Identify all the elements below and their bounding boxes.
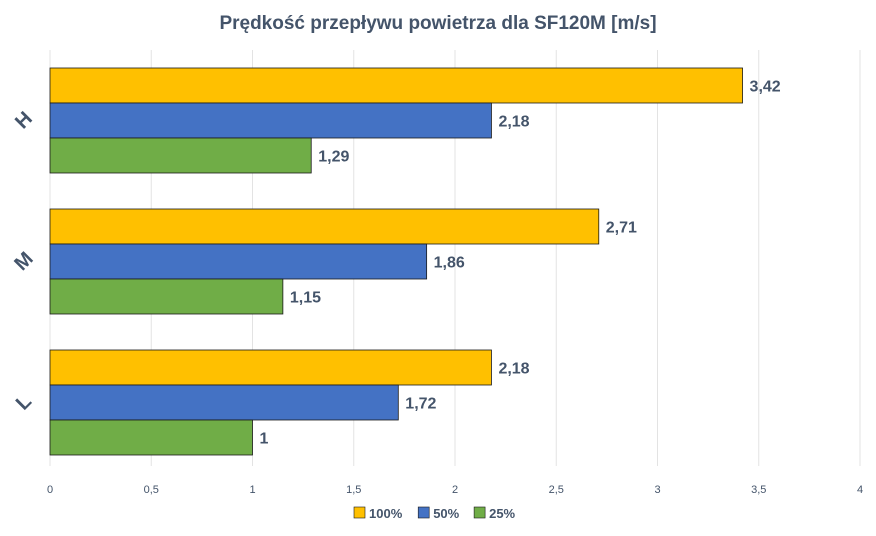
bar-l-25pct xyxy=(49,419,253,456)
legend-label: 50% xyxy=(433,506,459,521)
x-tick-label: 3,5 xyxy=(751,484,766,496)
legend-swatch xyxy=(353,506,366,519)
bar-h-100pct xyxy=(49,67,743,104)
category-label-h: H xyxy=(11,108,37,134)
chart-title: Prędkość przepływu powietrza dla SF120M … xyxy=(219,13,656,34)
x-tick-label: 2,5 xyxy=(549,484,564,496)
bar-l-100pct xyxy=(49,349,492,386)
data-label: 1,86 xyxy=(434,255,465,272)
legend-swatch xyxy=(473,506,486,519)
legend-label: 100% xyxy=(369,506,403,521)
bar-l-50pct xyxy=(49,384,399,421)
bar-h-25pct xyxy=(49,137,312,174)
x-axis-ticks: 0 0,5 1 1,5 2 2,5 3 3,5 4 xyxy=(47,484,863,496)
legend-item: 50% xyxy=(417,506,460,521)
x-tick-label: 2 xyxy=(452,484,458,496)
data-labels: 3,42 2,18 1,29 2,71 1,86 1,15 2,18 1,72 1 xyxy=(260,79,781,448)
data-label: 2,71 xyxy=(606,220,637,237)
legend-item: 25% xyxy=(473,506,516,521)
bar-h-50pct xyxy=(49,102,492,139)
x-tick-label: 3 xyxy=(654,484,660,496)
data-label: 3,42 xyxy=(750,79,781,96)
x-tick-label: 1 xyxy=(249,484,255,496)
data-label: 1,15 xyxy=(290,290,321,307)
legend: 100% 50% 25% xyxy=(353,506,516,521)
bar-m-25pct xyxy=(49,278,284,315)
legend-swatch xyxy=(417,506,430,519)
data-label: 1 xyxy=(260,431,269,448)
category-label-m: M xyxy=(10,248,37,275)
bars xyxy=(49,67,743,456)
data-label: 1,29 xyxy=(318,149,349,166)
legend-label: 25% xyxy=(489,506,515,521)
legend-item: 100% xyxy=(353,506,403,521)
category-label-l: L xyxy=(12,390,36,414)
bar-m-100pct xyxy=(49,208,600,245)
y-axis-categories: H M L xyxy=(10,108,37,415)
x-tick-label: 4 xyxy=(857,484,863,496)
bar-m-50pct xyxy=(49,243,428,280)
x-tick-label: 0,5 xyxy=(144,484,159,496)
x-tick-label: 0 xyxy=(47,484,53,496)
data-label: 2,18 xyxy=(498,114,529,131)
x-tick-label: 1,5 xyxy=(346,484,361,496)
data-label: 1,72 xyxy=(405,396,436,413)
data-label: 2,18 xyxy=(498,361,529,378)
